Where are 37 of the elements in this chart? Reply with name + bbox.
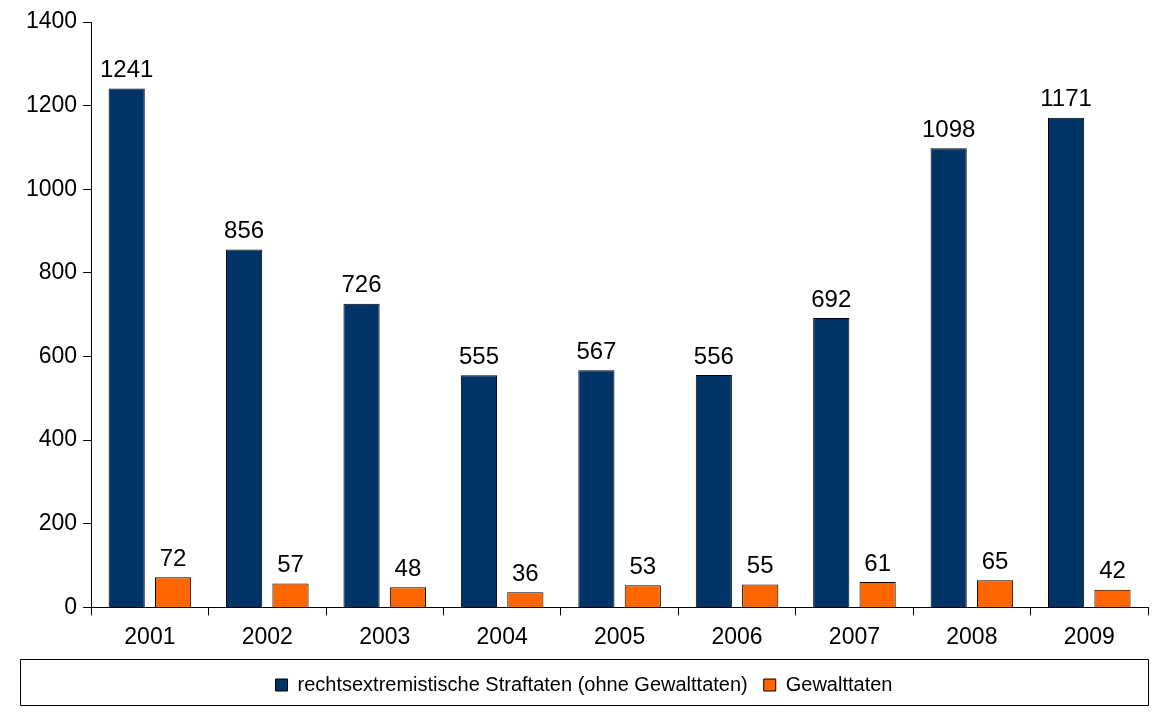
data-label: 556 xyxy=(693,341,734,369)
x-tick-label: 2005 xyxy=(594,622,646,649)
data-label: 61 xyxy=(864,548,891,576)
x-tick-label: 2006 xyxy=(711,622,763,649)
x-tick-label: 2003 xyxy=(359,622,411,649)
data-label: 36 xyxy=(512,558,539,586)
data-label: 48 xyxy=(394,553,422,581)
x-tick-label: 2008 xyxy=(946,622,998,649)
data-label: 567 xyxy=(576,336,617,364)
x-tick-label: 2009 xyxy=(1063,622,1115,649)
y-tick-label: 1200 xyxy=(25,90,78,117)
y-tick-label: 600 xyxy=(38,341,78,368)
data-label: 65 xyxy=(981,546,1009,574)
data-label: 42 xyxy=(1099,556,1126,584)
y-tick-label: 200 xyxy=(38,509,78,536)
data-label: 53 xyxy=(629,551,657,579)
legend-label: Gewalttaten xyxy=(785,672,893,695)
legend-label: rechtsextremistische Straftaten (ohne Gewalttaten) xyxy=(297,672,748,695)
data-label: 55 xyxy=(746,551,774,579)
data-label: 1171 xyxy=(1040,84,1092,112)
data-label: 57 xyxy=(277,550,304,578)
data-label: 726 xyxy=(341,270,382,298)
x-tick-label: 2007 xyxy=(828,622,881,649)
x-tick-label: 2001 xyxy=(124,622,176,649)
data-label: 72 xyxy=(159,543,187,571)
y-tick-label: 1000 xyxy=(25,174,78,201)
y-tick-label: 0 xyxy=(64,592,78,619)
x-tick-label: 2002 xyxy=(241,622,293,649)
data-label: 1098 xyxy=(921,114,976,142)
y-tick-label: 400 xyxy=(38,425,78,452)
y-tick-label: 800 xyxy=(38,258,78,285)
data-label: 692 xyxy=(811,284,852,312)
x-tick-label: 2004 xyxy=(476,622,528,649)
data-label: 555 xyxy=(458,341,499,369)
data-label: 1241 xyxy=(99,55,154,83)
data-label: 856 xyxy=(224,216,265,244)
y-tick-label: 1400 xyxy=(25,7,78,34)
